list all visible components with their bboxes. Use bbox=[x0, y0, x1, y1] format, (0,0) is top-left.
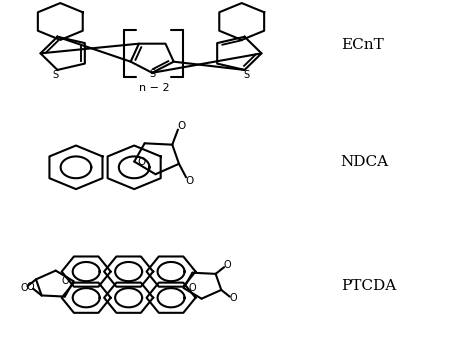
Text: O: O bbox=[178, 121, 186, 130]
Text: O: O bbox=[229, 293, 237, 303]
Text: PTCDA: PTCDA bbox=[341, 279, 396, 293]
Text: O: O bbox=[61, 276, 69, 286]
Text: O: O bbox=[224, 261, 231, 270]
Text: n − 2: n − 2 bbox=[139, 82, 170, 93]
Text: O: O bbox=[26, 282, 34, 292]
Text: NDCA: NDCA bbox=[341, 155, 389, 169]
Text: S: S bbox=[149, 70, 155, 79]
Text: S: S bbox=[244, 70, 250, 80]
Text: S: S bbox=[52, 70, 58, 80]
Text: ECnT: ECnT bbox=[341, 38, 383, 52]
Text: O: O bbox=[186, 176, 194, 186]
Text: O: O bbox=[188, 283, 196, 293]
Text: O: O bbox=[20, 283, 28, 293]
Text: O: O bbox=[137, 156, 146, 167]
